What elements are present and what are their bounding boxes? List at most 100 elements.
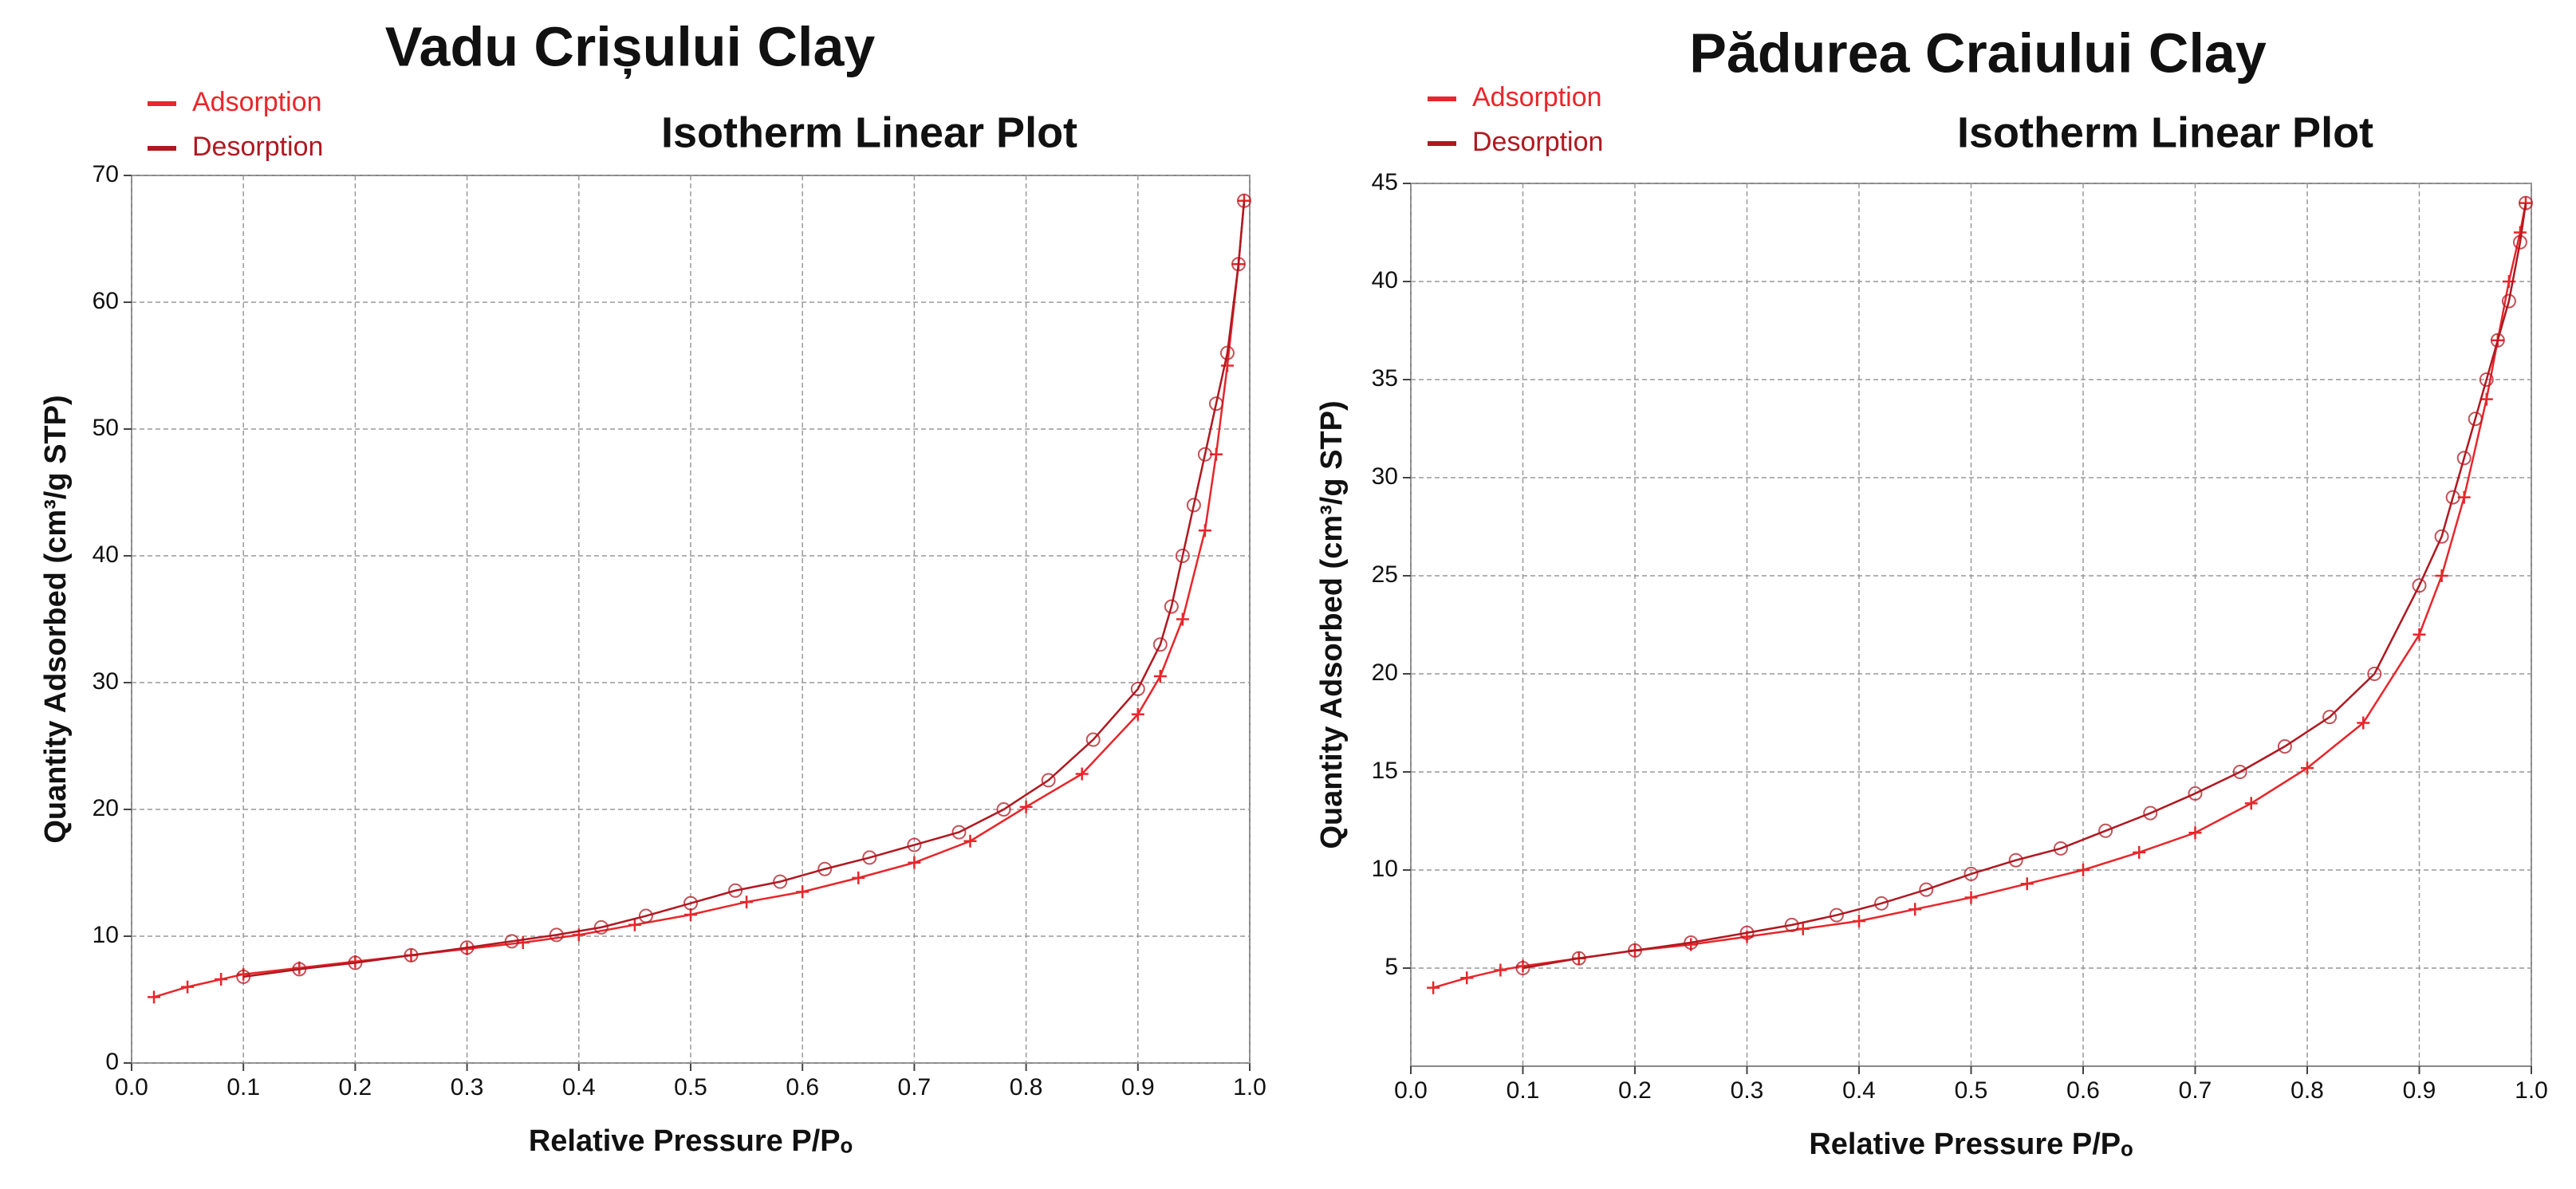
x-tick-label: 0.8 <box>2290 1077 2324 1104</box>
y-tick-label: 10 <box>93 922 119 948</box>
data-point <box>181 980 195 994</box>
y-tick-label: 40 <box>93 541 119 568</box>
data-point <box>215 973 228 986</box>
data-point <box>638 908 653 923</box>
legend-label: Adsorption <box>192 87 322 117</box>
data-point <box>817 861 833 876</box>
x-tick-label: 0.7 <box>2179 1077 2212 1104</box>
data-point <box>2490 333 2505 348</box>
data-point <box>2357 716 2370 730</box>
x-axis-label: Relative Pressure P/Pₒ <box>1809 1128 2133 1161</box>
x-tick-label: 0.1 <box>1507 1077 1540 1104</box>
y-tick-label: 5 <box>1385 954 1398 980</box>
data-point <box>2412 578 2427 593</box>
data-point <box>2479 372 2494 387</box>
data-point <box>1208 396 1223 411</box>
x-tick-label: 0.3 <box>1731 1077 1764 1104</box>
data-point <box>1494 963 1507 977</box>
x-tick-label: 0.8 <box>1010 1074 1043 1100</box>
data-point <box>1131 707 1144 721</box>
data-point <box>2435 569 2448 582</box>
x-tick-label: 0.6 <box>786 1074 819 1100</box>
data-point <box>2518 195 2533 211</box>
data-point <box>951 825 967 840</box>
y-tick-label: 15 <box>1372 758 1398 784</box>
data-point <box>549 927 564 943</box>
data-point <box>348 955 363 970</box>
x-tick-label: 0.5 <box>674 1074 707 1100</box>
data-point <box>1964 866 1979 881</box>
data-point <box>593 919 609 935</box>
data-point <box>1796 922 1810 935</box>
data-point <box>2501 293 2516 309</box>
x-tick-label: 0.0 <box>1394 1077 1428 1104</box>
data-point <box>908 856 921 869</box>
data-point <box>2445 490 2460 505</box>
data-point <box>2367 667 2382 681</box>
data-point <box>1175 549 1190 563</box>
data-point <box>2322 710 2338 725</box>
data-point <box>1964 891 1978 904</box>
y-tick-label: 30 <box>1372 463 1398 490</box>
data-point <box>996 802 1011 817</box>
data-point <box>2301 762 2314 775</box>
y-tick-label: 0 <box>105 1049 119 1075</box>
data-point <box>1853 914 1865 927</box>
data-point <box>2008 852 2023 868</box>
data-point <box>1130 681 1145 696</box>
x-tick-label: 0.9 <box>1121 1074 1155 1100</box>
data-point <box>1739 925 1755 940</box>
data-point <box>852 871 865 884</box>
x-tick-label: 0.3 <box>451 1074 484 1100</box>
data-point <box>1219 345 1235 360</box>
data-point <box>2133 845 2146 859</box>
chart-panel: Pădurea Craiului Clay Isotherm Linear Plo… <box>1315 22 2548 1161</box>
y-tick-label: 45 <box>1372 169 1398 195</box>
data-point <box>2468 411 2483 427</box>
data-point <box>1784 917 1799 932</box>
data-point <box>2077 864 2090 876</box>
data-point <box>1515 961 1530 975</box>
data-point <box>1085 732 1101 747</box>
legend-label: Desorption <box>192 132 323 162</box>
chart-subtitle: Isotherm Linear Plot <box>1957 108 2373 156</box>
data-point <box>1153 670 1167 683</box>
data-point <box>1198 524 1211 537</box>
x-tick-label: 0.2 <box>339 1074 372 1100</box>
data-point <box>1628 943 1642 958</box>
data-point <box>2512 234 2527 250</box>
data-point <box>1919 882 1934 897</box>
chart-panel: Vadu Crișului Clay Isotherm Linear Plot 0.… <box>39 15 1266 1158</box>
data-point <box>1874 896 1889 911</box>
data-point <box>1684 935 1699 951</box>
legend-label: Adsorption <box>1472 82 1602 112</box>
data-point <box>773 874 788 889</box>
y-tick-label: 25 <box>1372 561 1398 588</box>
data-point <box>2479 392 2493 406</box>
data-point <box>1829 907 1844 923</box>
data-point <box>292 962 307 977</box>
data-point <box>404 947 419 963</box>
data-point <box>683 896 698 911</box>
x-tick-label: 0.4 <box>562 1074 596 1100</box>
data-point <box>1231 257 1246 272</box>
data-point <box>2188 826 2202 840</box>
y-tick-label: 50 <box>93 415 119 441</box>
data-point <box>148 990 161 1004</box>
data-point <box>2232 765 2247 779</box>
chart-title: Pădurea Craiului Clay <box>1689 22 2267 84</box>
data-point <box>1176 612 1189 626</box>
x-tick-label: 1.0 <box>2515 1077 2548 1104</box>
data-point <box>2143 805 2158 821</box>
data-point <box>1164 599 1179 614</box>
data-point <box>1236 193 1251 208</box>
x-tick-label: 0.6 <box>2066 1077 2100 1104</box>
data-point <box>1220 359 1234 372</box>
y-tick-label: 60 <box>93 288 119 314</box>
data-point <box>2053 841 2068 856</box>
y-tick-label: 70 <box>93 161 119 187</box>
data-point <box>740 896 754 909</box>
data-point <box>907 837 922 852</box>
y-tick-label: 20 <box>93 795 119 821</box>
